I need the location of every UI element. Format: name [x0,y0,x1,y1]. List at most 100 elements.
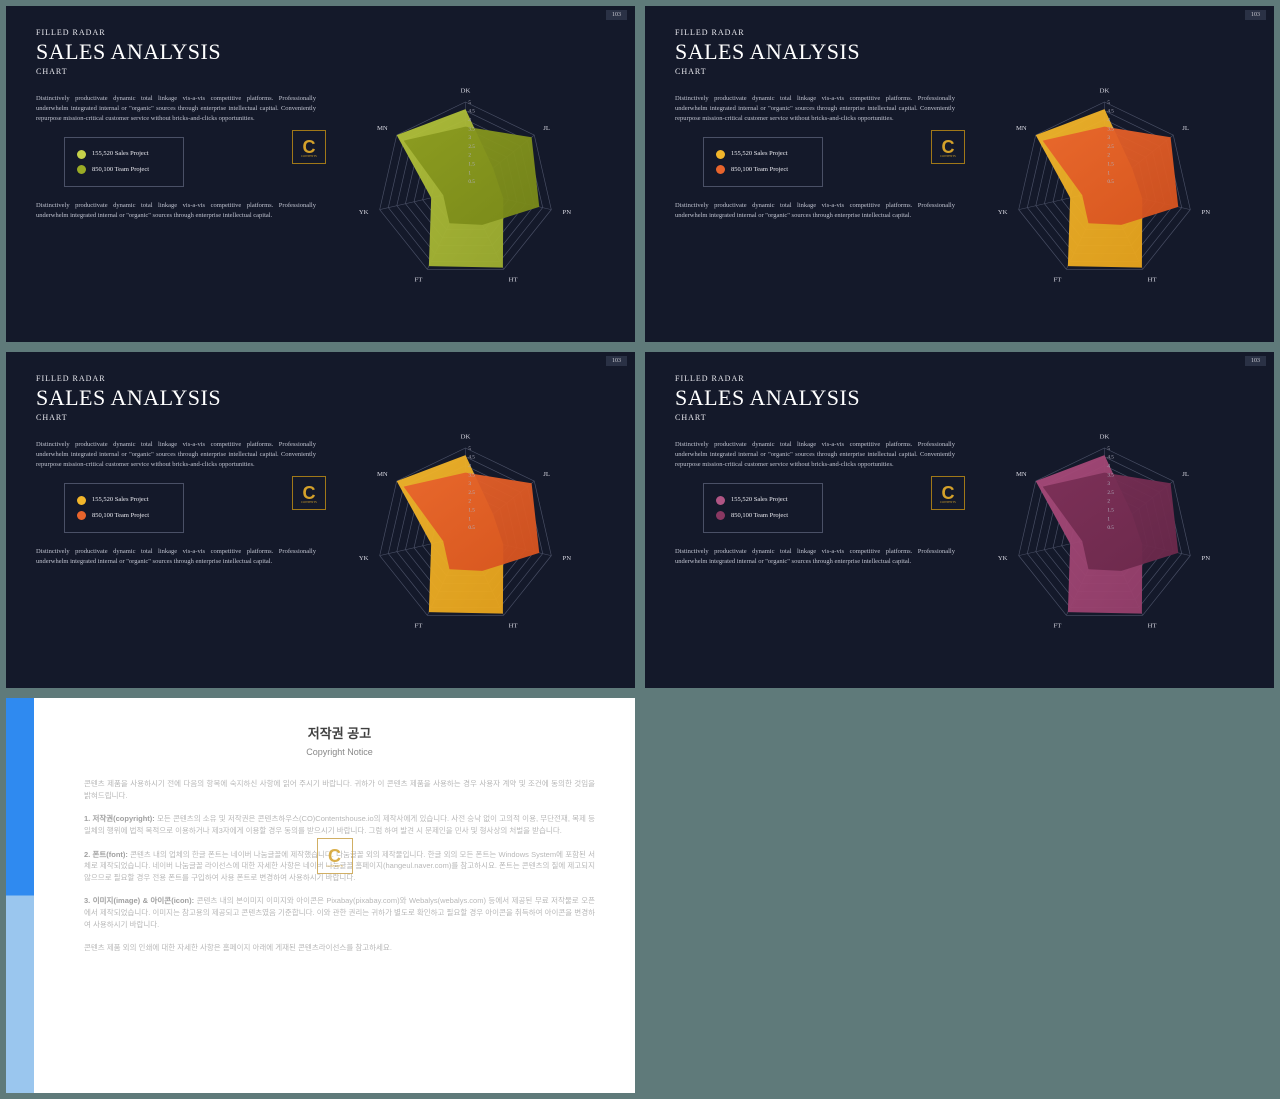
logo-sub: CONTENTS [932,154,964,159]
svg-text:DK: DK [461,87,471,94]
svg-text:4.5: 4.5 [468,109,475,115]
pretitle: FILLED RADAR [675,28,1244,37]
brand-logo: C CONTENTS [931,130,965,164]
svg-text:YK: YK [359,555,369,562]
svg-text:0.5: 0.5 [1107,179,1114,185]
brand-logo: C CONTENTS [931,476,965,510]
slide-1: 103 FILLED RADAR SALES ANALYSIS CHART Di… [6,6,635,342]
pretitle: FILLED RADAR [36,374,605,383]
svg-text:2: 2 [1107,499,1110,505]
logo-letter: C [942,141,955,154]
svg-text:2: 2 [1107,153,1110,159]
left-column: Distinctively productivate dynamic total… [675,440,955,660]
svg-text:MN: MN [1016,471,1027,478]
svg-text:MN: MN [377,471,388,478]
svg-text:1.5: 1.5 [1107,162,1114,168]
legend-label-2: 850,100 Team Project [731,165,788,175]
copyright-slide: 저작권 공고 Copyright Notice 콘텐츠 제품을 사용하시기 전에… [6,698,635,1093]
legend-dot-2 [77,511,86,520]
svg-text:4.5: 4.5 [1107,109,1114,115]
svg-text:PN: PN [1201,209,1210,216]
legend-label-1: 155,520 Sales Project [731,495,788,505]
legend-item-2: 850,100 Team Project [716,162,810,178]
svg-text:3: 3 [1107,135,1110,141]
legend: 155,520 Sales Project 850,100 Team Proje… [703,137,823,187]
logo-letter: C [303,487,316,500]
brand-logo: C CONTENTS [292,476,326,510]
svg-text:3.5: 3.5 [468,472,475,478]
copyright-subtitle: Copyright Notice [84,746,595,760]
svg-text:HT: HT [1148,623,1157,630]
legend-dot-2 [716,165,725,174]
svg-text:0.5: 0.5 [468,179,475,185]
svg-text:1.5: 1.5 [468,508,475,514]
para-2: Distinctively productivate dynamic total… [36,547,316,567]
brand-logo: C CONTENTS [292,130,326,164]
legend-label-1: 155,520 Sales Project [92,149,149,159]
legend-item-1: 155,520 Sales Project [716,492,810,508]
svg-text:4: 4 [1107,118,1110,124]
copyright-title: 저작권 공고 [84,724,595,744]
para-1: Distinctively productivate dynamic total… [36,94,316,123]
svg-text:FT: FT [1054,623,1062,630]
svg-text:4: 4 [468,118,471,124]
svg-text:4.5: 4.5 [1107,455,1114,461]
legend-dot-1 [716,496,725,505]
svg-text:3.5: 3.5 [1107,126,1114,132]
svg-text:2.5: 2.5 [1107,490,1114,496]
svg-text:JL: JL [543,471,550,478]
logo-sub: CONTENTS [932,500,964,505]
copyright-para-4: 콘텐츠 제품 외의 인쇄에 대한 자세한 사항은 홈페이지 아래에 게재된 콘텐… [84,942,595,954]
legend: 155,520 Sales Project 850,100 Team Proje… [64,483,184,533]
svg-text:MN: MN [1016,125,1027,132]
legend-dot-1 [716,150,725,159]
legend-item-2: 850,100 Team Project [716,508,810,524]
left-column: Distinctively productivate dynamic total… [36,94,316,314]
legend-item-2: 850,100 Team Project [77,508,171,524]
svg-text:5: 5 [468,100,471,106]
copyright-para-2-bold: 2. 폰트(font): [84,850,128,859]
svg-text:3: 3 [468,481,471,487]
title: SALES ANALYSIS [36,385,605,411]
svg-text:HT: HT [509,623,518,630]
copyright-para-3-bold: 3. 이미지(image) & 아이콘(icon): [84,896,194,905]
para-2: Distinctively productivate dynamic total… [675,547,955,567]
pretitle: FILLED RADAR [675,374,1244,383]
svg-text:PN: PN [1201,555,1210,562]
svg-text:2: 2 [468,499,471,505]
logo-letter: C [303,141,316,154]
legend-label-2: 850,100 Team Project [92,165,149,175]
svg-text:0.5: 0.5 [468,525,475,531]
copyright-para-3: 3. 이미지(image) & 아이콘(icon): 콘텐츠 내의 본이미지 이… [84,895,595,930]
svg-text:2.5: 2.5 [468,490,475,496]
svg-text:5: 5 [468,446,471,452]
svg-text:HT: HT [1148,277,1157,284]
svg-text:1: 1 [468,516,471,522]
page-number: 103 [1245,10,1266,20]
legend-item-1: 155,520 Sales Project [716,146,810,162]
legend-dot-1 [77,150,86,159]
svg-text:FT: FT [1054,277,1062,284]
left-column: Distinctively productivate dynamic total… [675,94,955,314]
logo-letter: C [942,487,955,500]
svg-text:DK: DK [1100,433,1110,440]
title: SALES ANALYSIS [675,385,1244,411]
pretitle: FILLED RADAR [36,28,605,37]
radar-chart: DKJLPNHTFTYKMN0.511.522.533.544.55 [326,440,605,660]
svg-text:JL: JL [1182,471,1189,478]
legend: 155,520 Sales Project 850,100 Team Proje… [703,483,823,533]
svg-text:1: 1 [468,170,471,176]
svg-text:1: 1 [1107,516,1110,522]
svg-text:PN: PN [562,209,571,216]
copyright-para-1-bold: 1. 저작권(copyright): [84,814,155,823]
legend-label-1: 155,520 Sales Project [92,495,149,505]
svg-text:JL: JL [1182,125,1189,132]
title: SALES ANALYSIS [675,39,1244,65]
logo-sub: CONTENTS [293,500,325,505]
svg-text:4: 4 [468,464,471,470]
left-column: Distinctively productivate dynamic total… [36,440,316,660]
svg-text:4: 4 [1107,464,1110,470]
copyright-para-1: 1. 저작권(copyright): 모든 콘텐츠의 소유 및 저작권은 콘텐츠… [84,813,595,836]
legend-label-1: 155,520 Sales Project [731,149,788,159]
legend-item-1: 155,520 Sales Project [77,492,171,508]
